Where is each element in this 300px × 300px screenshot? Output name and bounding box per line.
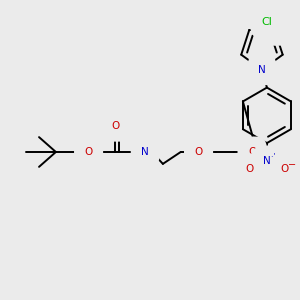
- Text: N: N: [141, 147, 149, 157]
- Text: O: O: [248, 147, 256, 157]
- Text: O: O: [84, 147, 93, 157]
- Text: O: O: [245, 164, 253, 174]
- Text: O: O: [111, 121, 119, 131]
- Text: Cl: Cl: [262, 17, 272, 27]
- Text: N: N: [258, 65, 266, 75]
- Text: N: N: [263, 156, 271, 166]
- Text: N: N: [271, 25, 279, 35]
- Text: O: O: [280, 164, 289, 174]
- Text: −: −: [288, 160, 296, 170]
- Text: H: H: [141, 141, 149, 151]
- Text: O: O: [194, 147, 203, 157]
- Text: +: +: [270, 152, 277, 161]
